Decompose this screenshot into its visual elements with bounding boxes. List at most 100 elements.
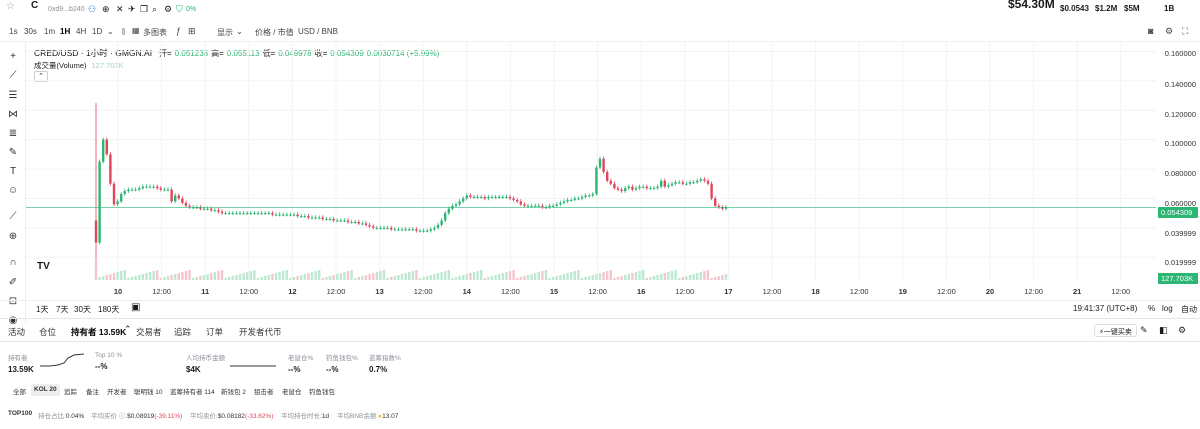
range-180d[interactable]: 180天 [98, 305, 120, 314]
candle-body [638, 186, 641, 189]
chip-smart-money[interactable]: 聪明钱 10 [134, 389, 163, 396]
stat-volume: $5M [1124, 4, 1140, 13]
x-social-icon[interactable]: ✕ [116, 4, 124, 14]
candle-body [368, 224, 371, 227]
chip-sniper[interactable]: 狙击者 [254, 389, 274, 396]
tab-holders[interactable]: 持有者 13.59K [71, 327, 127, 337]
volume-bar [307, 273, 310, 280]
price-mcap-toggle[interactable]: 价格 / 市值 [255, 28, 294, 37]
pencil-lock-icon[interactable]: ✐ [8, 276, 18, 288]
chip-notes[interactable]: 备注 [86, 389, 99, 396]
volume-bar [220, 270, 224, 280]
timeframe-4h[interactable]: 4H [76, 27, 87, 36]
user-icon[interactable]: ⚇ [88, 4, 97, 14]
volume-bar [642, 270, 645, 280]
display-button[interactable]: 显示 [217, 28, 233, 37]
bot-icon[interactable]: ⚙ [164, 4, 173, 14]
camera-icon[interactable]: ◙ [1148, 26, 1154, 36]
log-scale-toggle[interactable]: log [1162, 304, 1173, 313]
indicator-icon[interactable]: ƒ [176, 26, 182, 36]
tab-positions[interactable]: 仓位 [39, 327, 57, 337]
range-30d[interactable]: 30天 [74, 305, 91, 314]
volume-bar [480, 270, 483, 280]
time-tick: 12:00 [762, 287, 782, 296]
telegram-icon[interactable]: ✈ [128, 4, 136, 14]
lock-icon[interactable]: ⊡ [8, 295, 18, 307]
volume-bar [429, 275, 432, 280]
tab-dev-tokens[interactable]: 开发者代币 [239, 327, 282, 337]
top100-label[interactable]: TOP100 [8, 410, 33, 417]
zoom-icon[interactable]: ⊕ [8, 230, 18, 242]
candle-type-icon[interactable]: ⫾ [122, 26, 125, 36]
layout-icon[interactable]: ⊞ [188, 26, 196, 36]
bnb-icon: ● [378, 413, 383, 420]
percent-scale-toggle[interactable]: % [1148, 304, 1156, 313]
star-icon[interactable]: ☆ [6, 1, 15, 12]
timeframe-1d[interactable]: 1D [92, 27, 103, 36]
multi-chart-icon[interactable]: ▦ [132, 26, 140, 35]
copy-icon[interactable]: ❐ [140, 4, 149, 14]
token-address[interactable]: 0xd9...b240 [48, 6, 85, 13]
multi-chart-button[interactable]: 多图表 [143, 28, 167, 37]
ruler-icon[interactable]: ⟋ [9, 210, 17, 222]
chevron-down-icon[interactable]: ⌄ [107, 27, 114, 36]
volume-bar [714, 277, 717, 280]
tab-activity[interactable]: 活动 [8, 327, 26, 337]
quick-buy-button[interactable]: ⚡一键买卖 [1094, 324, 1137, 337]
chip-tracking[interactable]: 追踪 [64, 389, 77, 396]
settings-icon[interactable]: ⚙ [1165, 26, 1174, 36]
range-7d[interactable]: 7天 [56, 305, 69, 314]
chip-bluechip-holders[interactable]: 蓝筹持有者 114 [170, 389, 215, 396]
fib-icon[interactable]: ≣ [8, 127, 18, 139]
timeframe-30s[interactable]: 30s [24, 27, 37, 36]
auto-scale-toggle[interactable]: 自动 [1181, 305, 1197, 314]
fullscreen-icon[interactable]: ⛶ [1182, 26, 1189, 36]
text-icon[interactable]: T [9, 165, 17, 177]
crosshair-icon[interactable]: + [10, 50, 16, 62]
range-bar [0, 300, 1200, 317]
holders-chevron-icon[interactable]: ⌃ [124, 324, 132, 334]
chip-all[interactable]: 全部 [13, 389, 26, 396]
pattern-icon[interactable]: ⋈ [8, 108, 18, 120]
price-chart[interactable] [26, 42, 1156, 282]
emoji-icon[interactable]: ☺ [7, 184, 19, 196]
hline-icon[interactable]: ☰ [8, 89, 18, 101]
utc-clock[interactable]: 19:41:37 (UTC+8) [1073, 304, 1138, 313]
volume-bar [624, 275, 627, 280]
trendline-icon[interactable]: ⟋ [9, 69, 17, 81]
panel-icon[interactable]: ◧ [1159, 325, 1168, 335]
pin-icon[interactable]: ✎ [1140, 325, 1148, 335]
volume-bar [526, 275, 530, 280]
search-icon[interactable]: ⌕ [152, 4, 158, 14]
timeframe-1m[interactable]: 1m [44, 27, 56, 36]
chip-new-wallet[interactable]: 新钱包 2 [221, 389, 246, 396]
candle-body [634, 188, 638, 190]
eye-icon[interactable]: ◉ [8, 314, 18, 326]
volume-bar [631, 273, 634, 280]
tab-tracking[interactable]: 追踪 [174, 327, 192, 337]
chip-dev[interactable]: 开发者 [107, 389, 127, 396]
globe-icon[interactable]: ⊕ [102, 4, 110, 14]
range-1d[interactable]: 1天 [36, 305, 49, 314]
collapse-legend-icon[interactable]: ⌃ [34, 71, 48, 82]
brush-icon[interactable]: ✎ [8, 146, 18, 158]
panel-settings-icon[interactable]: ⚙ [1178, 325, 1187, 335]
pair-toggle[interactable]: USD / BNB [298, 27, 339, 36]
candle-body [328, 219, 332, 221]
magnet-icon[interactable]: ∩ [9, 256, 17, 268]
tab-traders[interactable]: 交易者 [136, 327, 162, 337]
candle-body [717, 205, 720, 208]
timeframe-1s[interactable]: 1s [9, 27, 18, 36]
display-chevron-icon[interactable]: ⌄ [236, 27, 243, 36]
calendar-icon[interactable]: ▣ [131, 302, 141, 313]
tab-orders[interactable]: 订单 [206, 327, 224, 337]
timeframe-1h[interactable]: 1H [60, 27, 71, 36]
stat-value: --% [288, 365, 301, 374]
chip-kol[interactable]: KOL 20 [31, 384, 60, 396]
chip-phishing[interactable]: 钓鱼钱包 [309, 389, 335, 396]
volume-bar [228, 277, 231, 280]
price-axis[interactable]: 0.160000 0.140000 0.120000 0.100000 0.08… [1156, 42, 1200, 284]
stat-insider: 老鼠仓% --% [288, 352, 313, 374]
chip-insider[interactable]: 老鼠仓 [282, 389, 302, 396]
candle-body [350, 221, 353, 223]
